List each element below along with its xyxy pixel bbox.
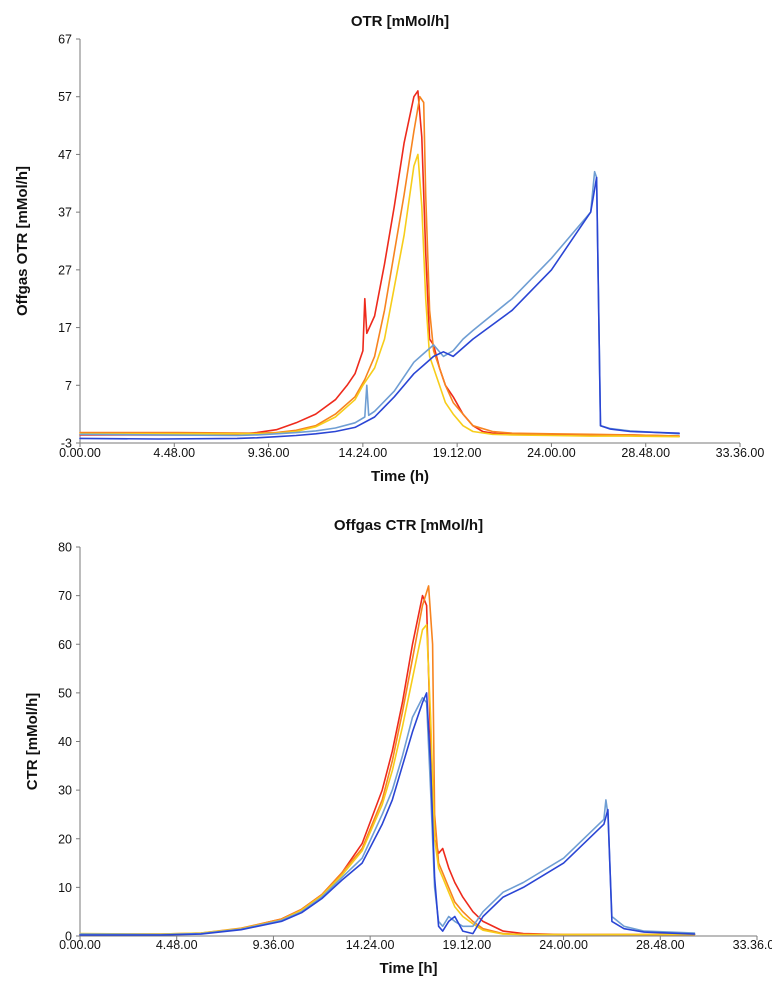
otr-x-axis-title: Time (h) [371, 468, 429, 485]
ctr-x-tick-label: 14.24.00 [346, 938, 395, 952]
otr-series-line-2 [79, 95, 680, 437]
ctr-x-axis-title: Time [h] [379, 960, 437, 977]
ctr-x-tick-label: 19.12.00 [443, 938, 492, 952]
otr-series-line-5 [79, 176, 680, 440]
ctr-x-tick-label: 0.00.00 [59, 938, 101, 952]
ctr-y-tick-label: 50 [58, 686, 72, 700]
otr-y-tick-label: 57 [58, 90, 72, 104]
ctr-series-line-3 [79, 623, 696, 936]
otr-x-tick-label: 0.00.00 [59, 446, 101, 460]
otr-y-tick-label: 17 [58, 321, 72, 335]
ctr-y-tick-label: 30 [58, 784, 72, 798]
otr-x-tick-label: 4.48.00 [153, 446, 195, 460]
otr-x-tick-label: 19.12.00 [433, 446, 482, 460]
ctr-x-tick-label: 33.36.00 [733, 938, 772, 952]
ctr-series-line-4 [79, 696, 696, 936]
otr-chart-title: OTR [mMol/h] [351, 13, 449, 30]
ctr-series-line-5 [79, 692, 696, 936]
ctr-y-tick-label: 80 [58, 541, 72, 555]
otr-y-axis-title: Offgas OTR [mMol/h] [14, 166, 31, 316]
otr-y-tick-label: 27 [58, 263, 72, 277]
otr-x-tick-label: 24.00.00 [527, 446, 576, 460]
ctr-chart: Offgas CTR [mMol/h] 0 10 20 30 40 50 60 70 80 0.00… [24, 517, 772, 977]
ctr-y-tick-label: 10 [58, 881, 72, 895]
ctr-chart-title: Offgas CTR [mMol/h] [334, 517, 483, 534]
ctr-x-tick-label: 28.48.00 [636, 938, 685, 952]
otr-x-tick-label: 33.36.00 [716, 446, 765, 460]
ctr-y-axis-title: CTR [mMol/h] [24, 693, 41, 790]
otr-y-tick-label: 67 [58, 33, 72, 47]
ctr-x-tick-label: 9.36.00 [253, 938, 295, 952]
otr-y-tick-label: 47 [58, 148, 72, 162]
ctr-y-tick-label: 20 [58, 832, 72, 846]
otr-x-tick-label: 14.24.00 [339, 446, 388, 460]
otr-y-tick-label: -3 [61, 437, 72, 451]
ctr-series-line-1 [79, 594, 696, 936]
otr-chart: OTR [mMol/h] -3 7 17 27 37 47 57 67 0.00.00 4.48.0… [14, 13, 764, 485]
otr-series-line-3 [79, 153, 680, 438]
ctr-y-tick-label: 70 [58, 589, 72, 603]
otr-series-line-1 [79, 90, 680, 437]
otr-y-tick-label: 7 [65, 379, 72, 393]
otr-x-tick-label: 9.36.00 [248, 446, 290, 460]
ctr-series-line-2 [79, 585, 696, 936]
otr-series-line-4 [79, 170, 680, 437]
ctr-x-tick-label: 4.48.00 [156, 938, 198, 952]
ctr-y-tick-label: 40 [58, 735, 72, 749]
ctr-y-tick-label: 60 [58, 638, 72, 652]
ctr-y-tick-label: 0 [65, 930, 72, 944]
otr-y-tick-label: 37 [58, 206, 72, 220]
otr-x-tick-label: 28.48.00 [621, 446, 670, 460]
ctr-x-tick-label: 24.00.00 [539, 938, 588, 952]
